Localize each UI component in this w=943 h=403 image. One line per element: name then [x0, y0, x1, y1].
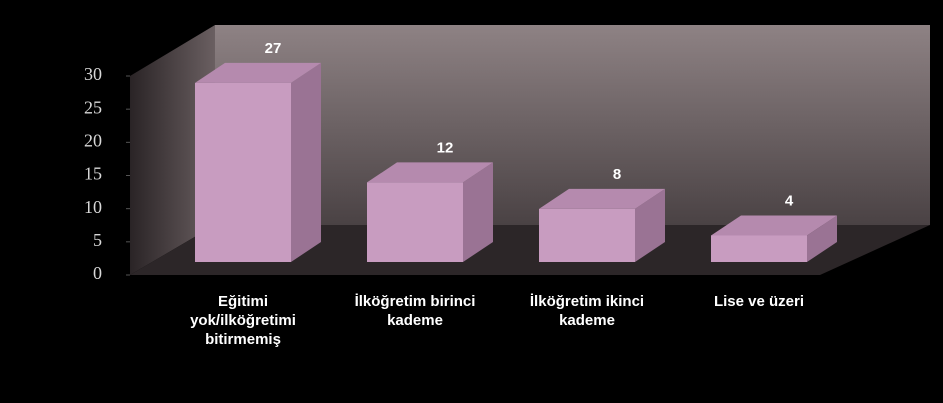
- bar-top: [539, 188, 665, 209]
- bar-top: [367, 162, 493, 183]
- x-tick-label: İlköğretim birinci kademe: [354, 293, 476, 329]
- value-label: 27: [265, 40, 282, 57]
- bar: [367, 182, 463, 262]
- y-tick-label: 15: [84, 164, 102, 184]
- y-tick-label: 10: [84, 197, 102, 217]
- bar: [711, 235, 807, 262]
- x-tick-label: İlköğretim ikinci kademe: [529, 293, 645, 329]
- y-tick-label: 0: [93, 263, 102, 283]
- y-tick-label: 30: [84, 64, 102, 84]
- bar-side: [635, 188, 665, 262]
- y-tick-label: 25: [84, 97, 102, 117]
- x-tick-label: Eğitimi yok/ilköğretimi bitirmemiş: [190, 293, 296, 348]
- x-tick-label: Lise ve üzeri: [713, 293, 805, 310]
- value-label: 4: [785, 192, 794, 209]
- value-label: 8: [613, 166, 621, 183]
- bar: [539, 208, 635, 262]
- bar-side: [463, 162, 493, 262]
- bar: [195, 82, 291, 263]
- side-wall: [130, 25, 215, 275]
- y-tick-label: 20: [84, 130, 102, 150]
- bar-top: [711, 215, 837, 236]
- bar-side: [807, 215, 837, 262]
- value-label: 12: [437, 139, 454, 156]
- bar-side: [291, 62, 321, 263]
- y-tick-label: 5: [93, 230, 102, 250]
- bar-top: [195, 62, 321, 83]
